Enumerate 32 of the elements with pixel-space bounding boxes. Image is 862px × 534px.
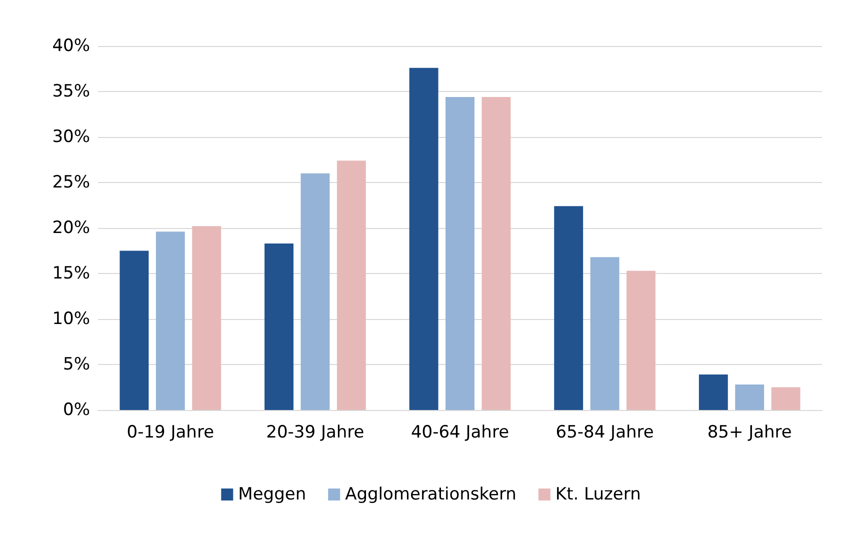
x-tick-label: 20-39 Jahre [266, 422, 364, 442]
y-tick-label: 10% [52, 309, 90, 329]
y-tick-label: 15% [52, 264, 90, 284]
y-tick-label: 20% [52, 218, 90, 238]
bar [482, 96, 511, 410]
bar [156, 232, 185, 410]
x-tick-label: 65-84 Jahre [556, 422, 654, 442]
y-tick-label: 0% [63, 400, 90, 420]
bar [626, 270, 656, 410]
legend-label: Meggen [238, 484, 306, 504]
bar [192, 226, 222, 410]
bar [554, 206, 584, 410]
x-tick-label: 85+ Jahre [707, 422, 792, 442]
bar [300, 173, 330, 410]
bar [735, 384, 764, 410]
bar [409, 68, 438, 410]
bar [771, 387, 800, 410]
x-tick-label: 40-64 Jahre [410, 422, 510, 442]
legend-label: Kt. Luzern [555, 484, 641, 504]
bar [264, 243, 294, 410]
y-tick-label: 30% [52, 127, 90, 147]
bar [446, 96, 474, 410]
bar [590, 257, 620, 410]
bar [698, 374, 728, 410]
y-tick-label: 35% [52, 82, 90, 102]
x-tick-label: 0-19 Jahre [126, 422, 214, 442]
y-tick-label: 25% [52, 172, 90, 192]
y-tick-label: 40% [52, 36, 90, 56]
bar [336, 160, 366, 410]
legend-label: Agglomerationskern [345, 484, 516, 504]
bar [120, 250, 149, 410]
y-tick-label: 5% [63, 354, 90, 374]
